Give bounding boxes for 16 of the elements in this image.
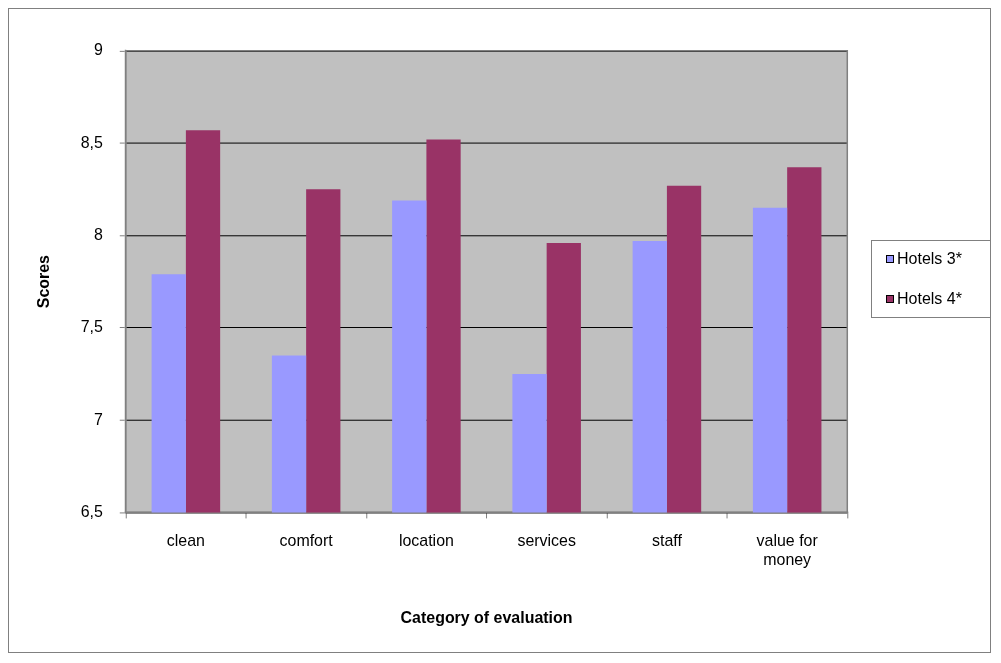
y-tick-label: 6,5 <box>80 502 103 520</box>
x-tick-label: staff <box>651 532 683 550</box>
y-tick-label: 8,5 <box>80 133 103 151</box>
x-axis-title: Category of evaluation <box>400 608 573 626</box>
legend-label: Hotels 4* <box>897 289 962 308</box>
y-axis-title: Scores <box>34 254 52 309</box>
y-tick-label: 7 <box>93 410 103 428</box>
y-tick-label: 7,5 <box>80 318 103 336</box>
x-tick-label: location <box>398 532 454 550</box>
y-tick-label: 9 <box>93 41 103 59</box>
legend-label: Hotels 3* <box>897 249 962 268</box>
y-tick-label: 8 <box>93 225 103 243</box>
x-tick-label: comfort <box>279 532 334 550</box>
x-tick-label: value for money <box>756 532 819 569</box>
x-tick-label: services <box>517 532 576 550</box>
x-tick-label: clean <box>166 532 205 550</box>
